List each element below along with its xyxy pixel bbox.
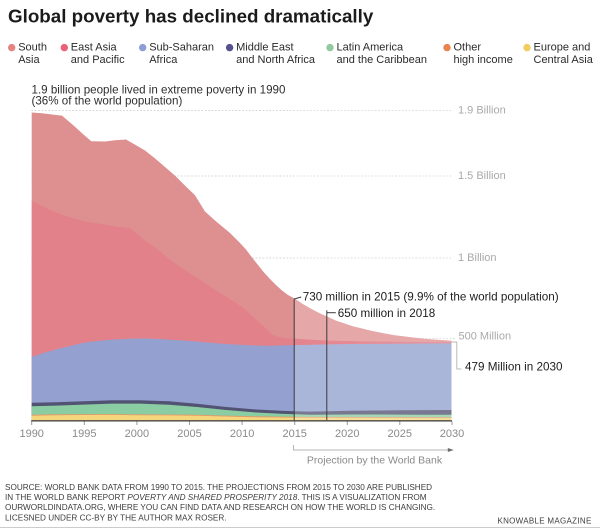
svg-text:2020: 2020 bbox=[335, 428, 359, 440]
svg-text:high income: high income bbox=[454, 54, 513, 66]
svg-text:1.9 billion people lived in ex: 1.9 billion people lived in extreme pove… bbox=[32, 83, 286, 96]
svg-text:650 million in 2018: 650 million in 2018 bbox=[338, 307, 435, 320]
svg-text:Sub-Saharan: Sub-Saharan bbox=[149, 42, 214, 54]
svg-text:2000: 2000 bbox=[125, 428, 149, 440]
svg-text:1.5 Billion: 1.5 Billion bbox=[458, 170, 506, 182]
svg-text:East Asia: East Asia bbox=[71, 42, 118, 54]
svg-text:2005: 2005 bbox=[177, 428, 201, 440]
svg-text:South: South bbox=[18, 42, 47, 54]
svg-text:2010: 2010 bbox=[230, 428, 254, 440]
svg-text:1990: 1990 bbox=[19, 428, 43, 440]
svg-text:Middle East: Middle East bbox=[236, 42, 293, 54]
svg-text:Other: Other bbox=[454, 42, 482, 54]
svg-text:479 Million in 2030: 479 Million in 2030 bbox=[465, 360, 563, 373]
svg-text:Projection by the World Bank: Projection by the World Bank bbox=[307, 454, 443, 466]
svg-text:1.9 Billion: 1.9 Billion bbox=[458, 104, 506, 116]
svg-text:and North Africa: and North Africa bbox=[236, 54, 316, 66]
svg-text:Central Asia: Central Asia bbox=[534, 54, 594, 66]
svg-text:and the Caribbean: and the Caribbean bbox=[337, 54, 428, 66]
svg-text:2030: 2030 bbox=[440, 428, 464, 440]
svg-text:IN THE WORLD BANK REPORT POVER: IN THE WORLD BANK REPORT POVERTY AND SHA… bbox=[5, 493, 427, 502]
svg-text:1 Billion: 1 Billion bbox=[458, 252, 497, 264]
svg-text:1995: 1995 bbox=[72, 428, 96, 440]
svg-text:2015: 2015 bbox=[282, 428, 306, 440]
svg-text:Global poverty has declined dr: Global poverty has declined dramatically bbox=[8, 5, 374, 26]
svg-text:LICESNED UNDER CC-BY BY THE AU: LICESNED UNDER CC-BY BY THE AUTHOR MAX R… bbox=[5, 513, 227, 522]
svg-text:500 Million: 500 Million bbox=[459, 331, 512, 343]
svg-text:Latin America: Latin America bbox=[337, 42, 405, 54]
svg-text:SOURCE: WORLD BANK DATA FROM 1: SOURCE: WORLD BANK DATA FROM 1990 TO 201… bbox=[5, 483, 432, 492]
svg-text:2025: 2025 bbox=[388, 428, 412, 440]
svg-text:(36% of the world population): (36% of the world population) bbox=[32, 95, 183, 108]
svg-text:OURWORLDINDATA.ORG, WHERE YOU: OURWORLDINDATA.ORG, WHERE YOU CAN FIND D… bbox=[5, 503, 435, 512]
svg-text:730 million in 2015 (9.9% of t: 730 million in 2015 (9.9% of the world p… bbox=[303, 291, 559, 304]
svg-text:KNOWABLE MAGAZINE: KNOWABLE MAGAZINE bbox=[497, 517, 591, 526]
svg-text:Africa: Africa bbox=[149, 54, 178, 66]
svg-text:Europe and: Europe and bbox=[534, 42, 591, 54]
svg-text:and Pacific: and Pacific bbox=[71, 54, 125, 66]
svg-text:Asia: Asia bbox=[18, 54, 40, 66]
